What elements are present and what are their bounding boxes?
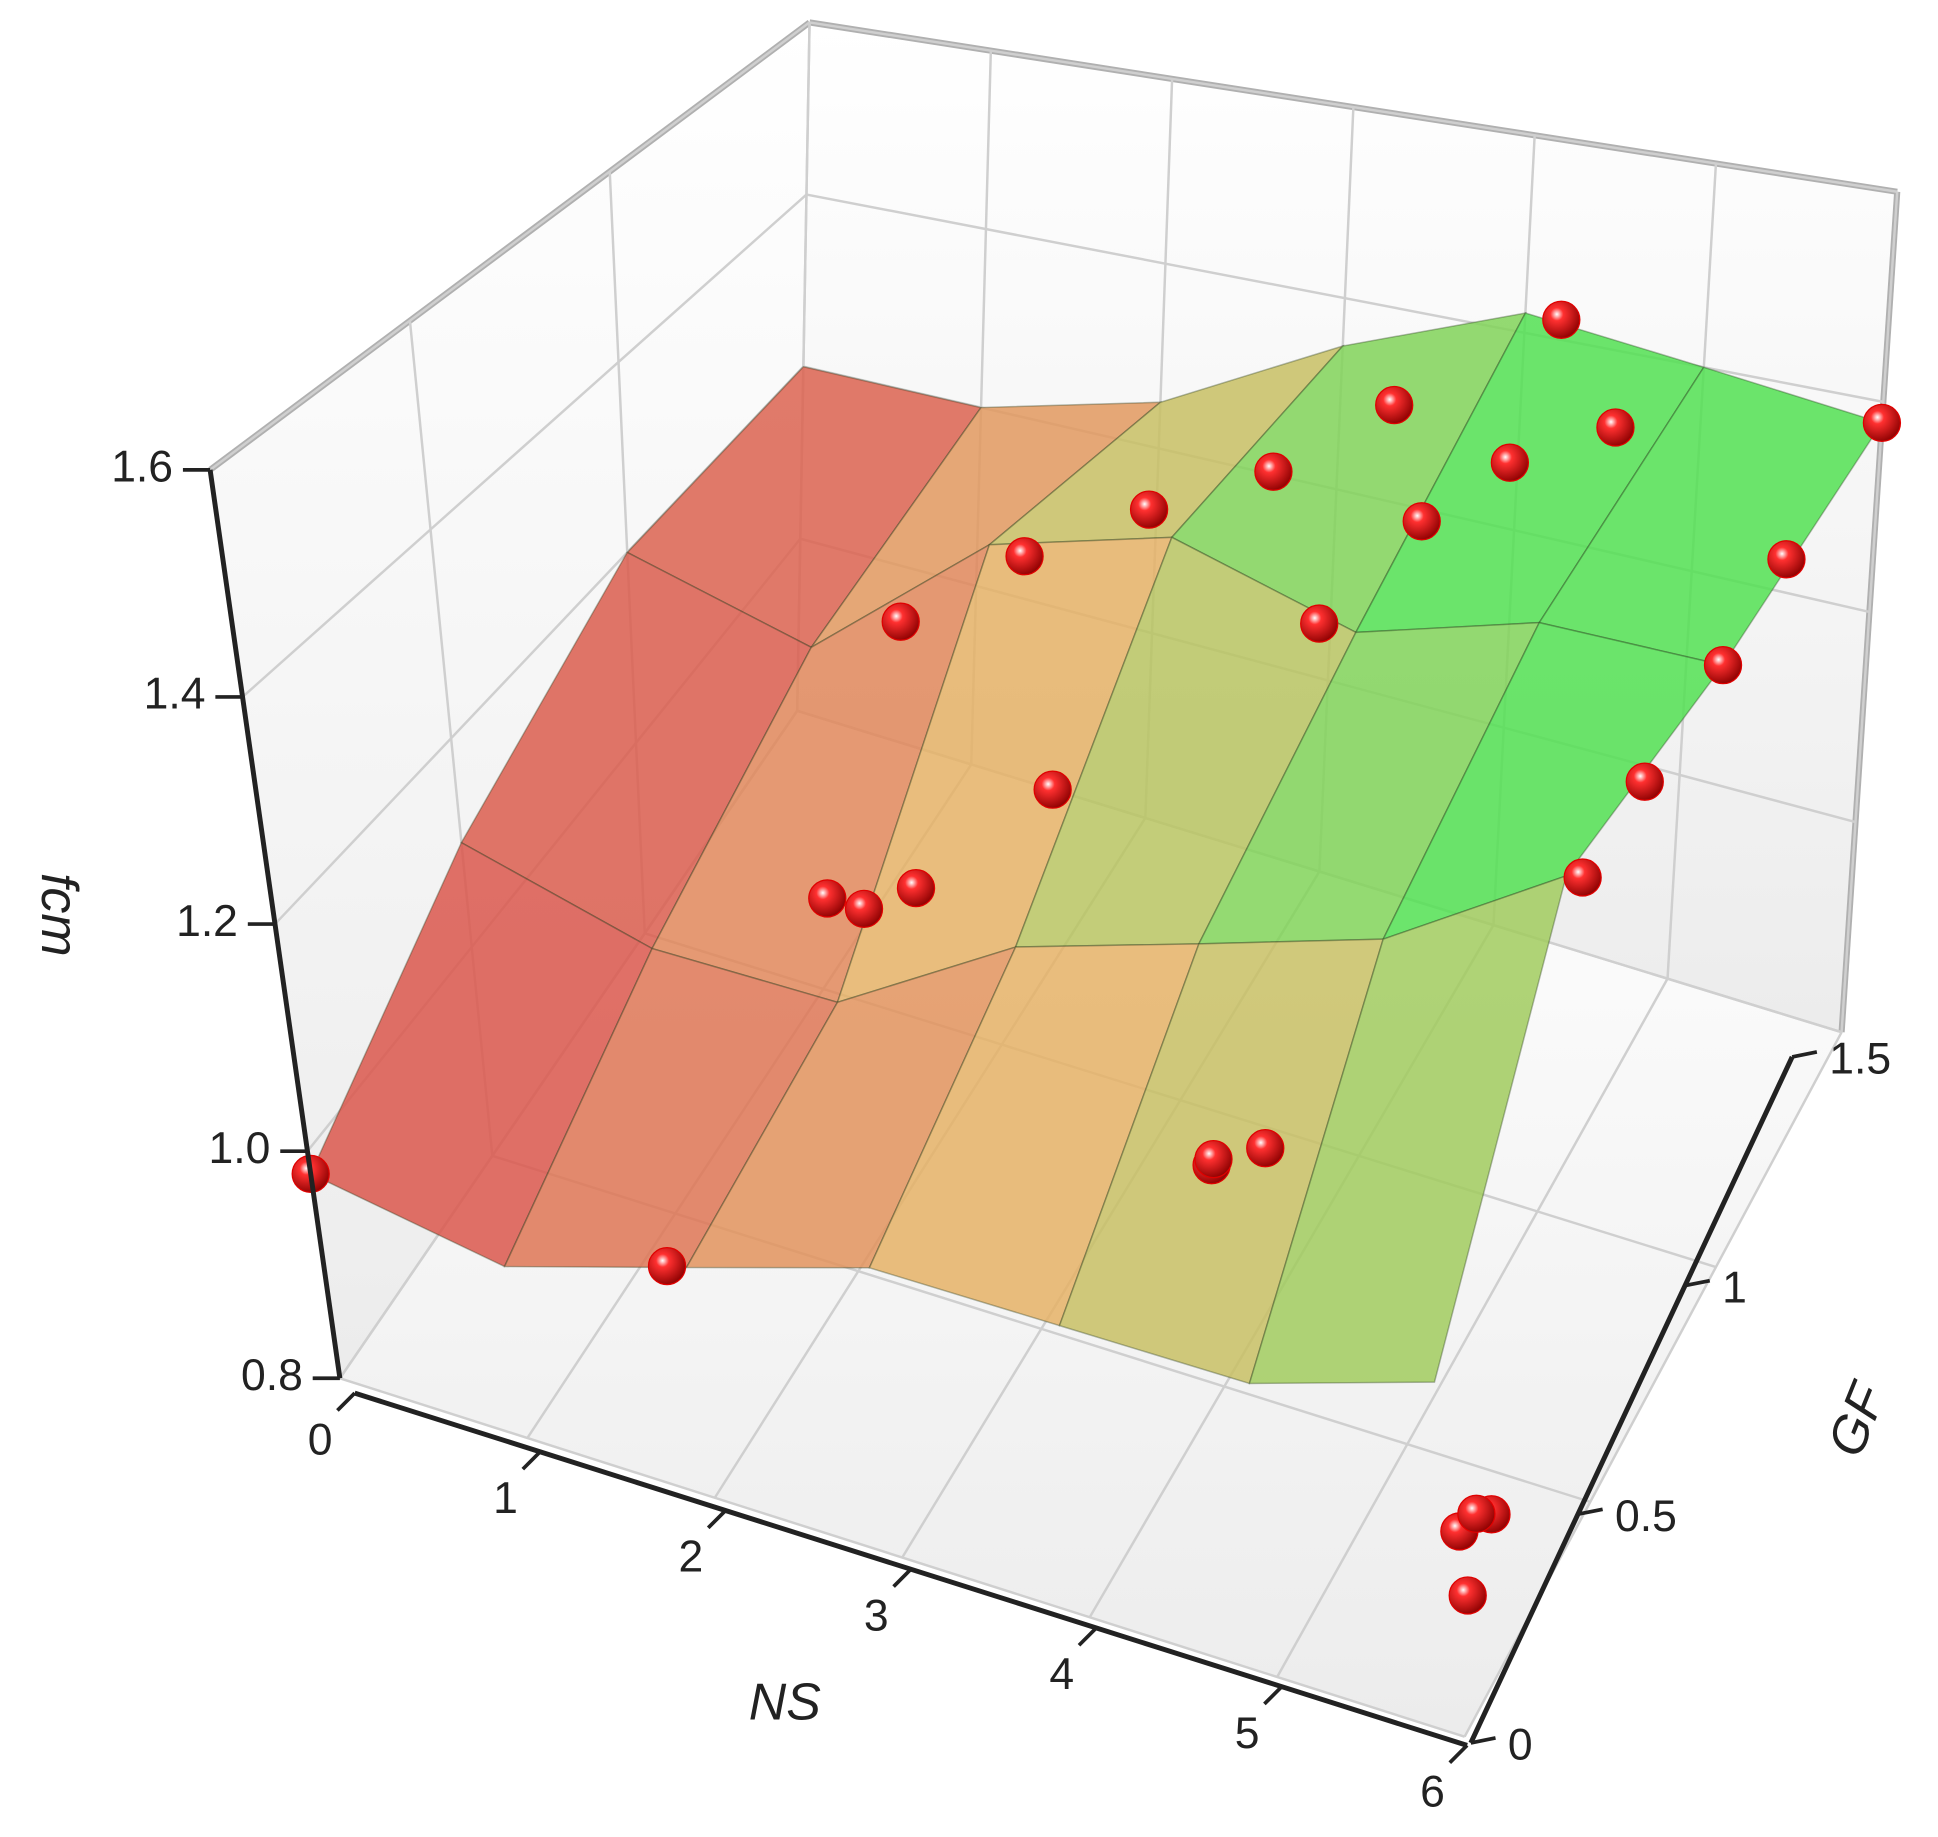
grid-line: [1276, 978, 1669, 1678]
z-tick-label: 1.4: [144, 670, 206, 719]
grid-line: [209, 21, 811, 471]
surface: [309, 311, 1884, 1385]
x-tick-label: 6: [1420, 1768, 1445, 1817]
y-tick-label: 1.5: [1829, 1035, 1891, 1084]
points: [291, 300, 1902, 1615]
z-tick-label: 1.2: [176, 897, 238, 946]
y-axis-title: GF: [1817, 1373, 1899, 1465]
data-point: [1005, 537, 1044, 576]
z-axis-title: fcm: [30, 873, 88, 957]
data-point: [1300, 604, 1339, 643]
data-point: [1402, 502, 1441, 541]
data-point: [881, 602, 920, 641]
x-tick: [892, 1567, 913, 1588]
data-point: [1457, 1494, 1496, 1533]
x-tick-label: 4: [1049, 1650, 1074, 1699]
x-tick: [1448, 1744, 1469, 1764]
data-point: [1767, 540, 1806, 579]
x-tick-label: 2: [679, 1533, 704, 1582]
x-tick: [706, 1509, 727, 1530]
axis-line: [1468, 1055, 1795, 1744]
grid-line: [339, 1377, 1465, 1738]
data-point: [808, 879, 847, 918]
data-point: [844, 889, 884, 929]
y-tick: [1684, 1278, 1711, 1288]
z-tick-label: 0.8: [241, 1351, 303, 1400]
x-tick-label: 0: [308, 1415, 333, 1464]
axes: 0.8 1.0 1.2 1.4 1.6 0 1 2 3 4 5 6 0 0.5 1 1.5: [111, 443, 1891, 1817]
y-tick-label: 0.5: [1615, 1492, 1677, 1541]
data-point: [1625, 762, 1664, 801]
data-point: [1129, 490, 1169, 529]
y-tick: [1791, 1050, 1818, 1059]
data-point: [1563, 858, 1602, 897]
data-point: [1033, 770, 1072, 809]
data-point: [1246, 1129, 1285, 1168]
y-tick: [1470, 1736, 1496, 1745]
x-tick: [521, 1450, 542, 1471]
x-tick-label: 1: [493, 1474, 518, 1523]
data-point: [1194, 1139, 1233, 1179]
data-point: [1542, 300, 1581, 339]
y-tick-label: 0: [1508, 1721, 1533, 1770]
x-tick: [336, 1391, 357, 1412]
x-axis-title: NS: [749, 1674, 821, 1732]
y-tick: [1577, 1507, 1604, 1517]
x-tick: [1077, 1626, 1098, 1647]
y-tick-label: 1: [1722, 1263, 1747, 1312]
x-tick: [1263, 1685, 1284, 1706]
grid-line: [241, 193, 808, 698]
data-point: [1862, 403, 1902, 443]
data-point: [1490, 443, 1530, 482]
data-point: [1375, 385, 1414, 425]
z-tick-label: 1.6: [111, 443, 173, 492]
data-point: [647, 1246, 687, 1286]
x-tick-label: 5: [1235, 1709, 1260, 1758]
data-point: [1596, 408, 1635, 447]
x-tick-label: 3: [864, 1591, 889, 1640]
z-tick-label: 1.0: [209, 1124, 271, 1173]
data-point: [1254, 452, 1293, 491]
data-point: [896, 868, 936, 908]
data-point: [1703, 645, 1743, 685]
grid-line: [809, 21, 1898, 193]
grid-line: [1840, 191, 1899, 1033]
data-point: [1448, 1576, 1487, 1615]
